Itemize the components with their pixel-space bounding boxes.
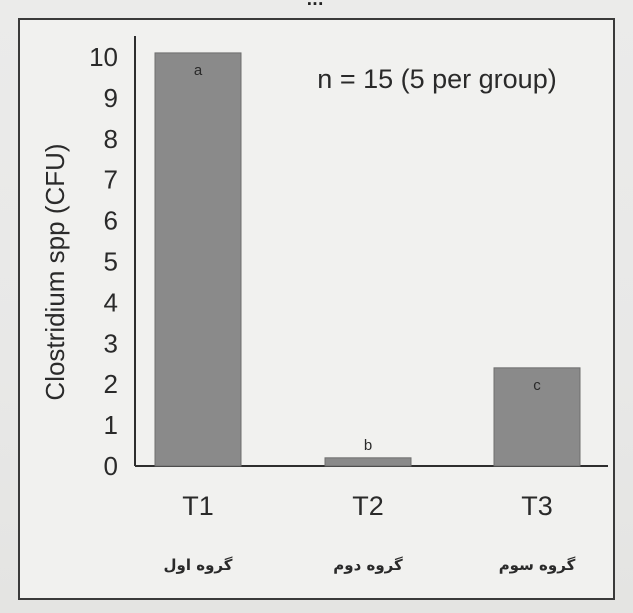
x-tick-label-T2: T2 bbox=[352, 491, 384, 521]
x-tick-label-T1: T1 bbox=[182, 491, 214, 521]
y-tick-label-6: 6 bbox=[104, 206, 118, 236]
y-tick-label-3: 3 bbox=[104, 328, 118, 358]
top-caption: ... bbox=[306, 0, 324, 9]
y-tick-label-2: 2 bbox=[104, 369, 118, 399]
y-tick-label-5: 5 bbox=[104, 247, 118, 277]
y-tick-label-10: 10 bbox=[89, 42, 118, 72]
bar-letter-a: a bbox=[194, 62, 203, 79]
chart-frame bbox=[18, 18, 615, 600]
y-tick-label-0: 0 bbox=[104, 451, 118, 481]
sample-size-annotation: n = 15 (5 per group) bbox=[317, 64, 556, 94]
y-tick-label-9: 9 bbox=[104, 83, 118, 113]
x-tick-label-T3: T3 bbox=[521, 491, 553, 521]
bar-letter-c: c bbox=[533, 377, 541, 394]
bar-letter-b: b bbox=[364, 437, 372, 454]
bar-T1 bbox=[154, 52, 242, 467]
y-tick-label-7: 7 bbox=[104, 165, 118, 195]
group-sublabel-T1: گروه اول bbox=[164, 556, 233, 574]
y-axis-label: Clostridium spp (CFU) bbox=[40, 143, 70, 400]
y-tick-label-8: 8 bbox=[104, 124, 118, 154]
bar-T3 bbox=[493, 367, 581, 467]
group-sublabel-T2: گروه دوم bbox=[333, 556, 403, 574]
group-sublabel-T3: گروه سوم bbox=[499, 556, 576, 574]
bar-T2 bbox=[324, 457, 412, 467]
y-tick-label-4: 4 bbox=[104, 287, 118, 317]
y-tick-label-1: 1 bbox=[104, 410, 118, 440]
